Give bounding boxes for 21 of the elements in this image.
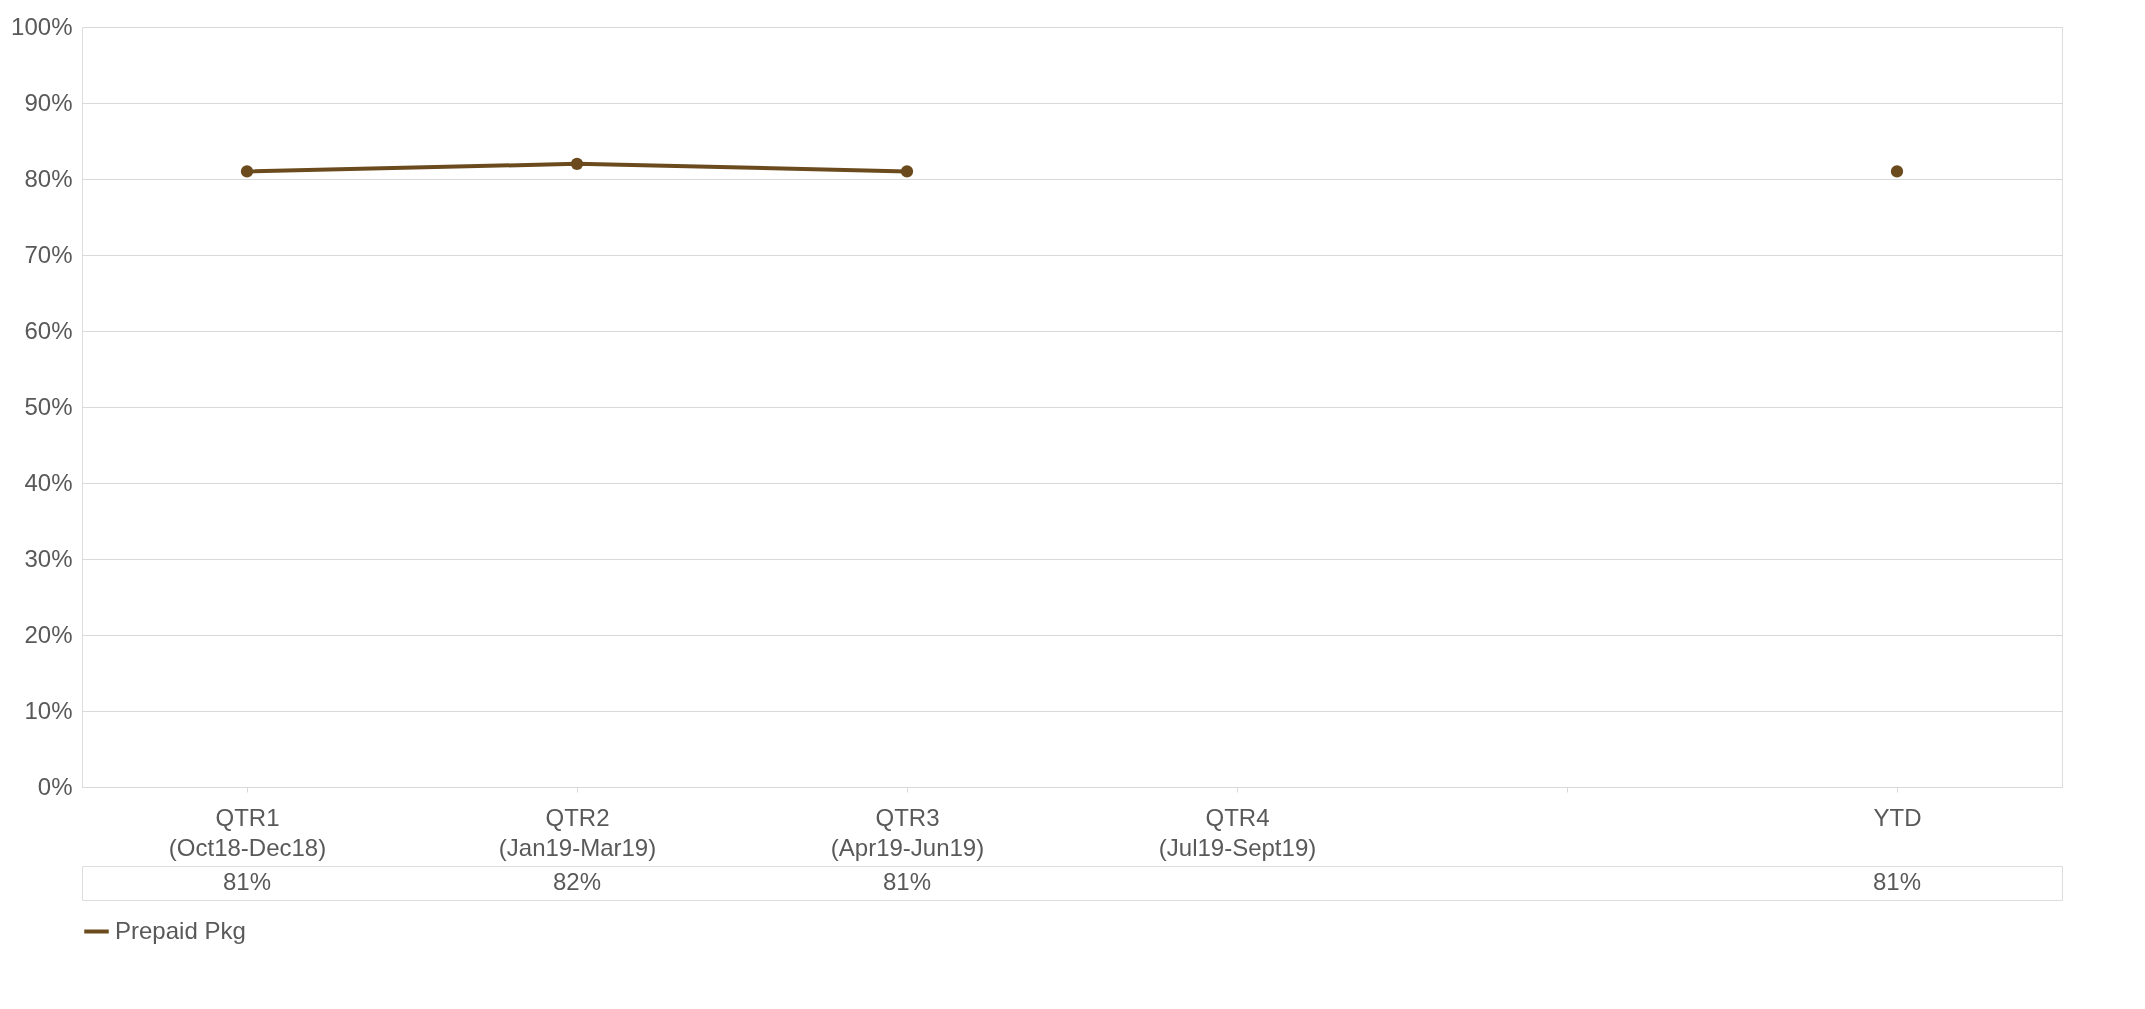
y-tick-label: 70% [24, 240, 73, 268]
data-label: 81% [222, 868, 272, 895]
y-tick-label: 40% [24, 468, 73, 496]
x-tick-label: QTR1 (Oct18-Dec18) [168, 803, 327, 861]
x-tick-label: QTR3 (Apr19-Jun19) [830, 803, 985, 861]
x-tick-label: YTD [1873, 803, 1922, 831]
y-tick-label: 80% [24, 164, 73, 192]
data-label: 81% [1872, 868, 1922, 895]
y-tick-label: 90% [24, 88, 73, 116]
x-tick-label: QTR2 (Jan19-Mar19) [498, 803, 657, 861]
data-label: 81% [882, 868, 932, 895]
y-tick-label: 30% [24, 544, 73, 572]
y-tick-label: 50% [24, 392, 73, 420]
y-tick-label: 10% [24, 696, 73, 724]
y-tick-label: 0% [37, 772, 73, 800]
y-tick-label: 20% [24, 620, 73, 648]
x-tick-label: QTR4 (Jul19-Sept19) [1158, 803, 1317, 861]
y-tick-label: 60% [24, 316, 73, 344]
y-tick-label: 100% [11, 12, 73, 40]
data-label: 82% [552, 868, 602, 895]
legend-label: Prepaid Pkg [115, 916, 246, 944]
